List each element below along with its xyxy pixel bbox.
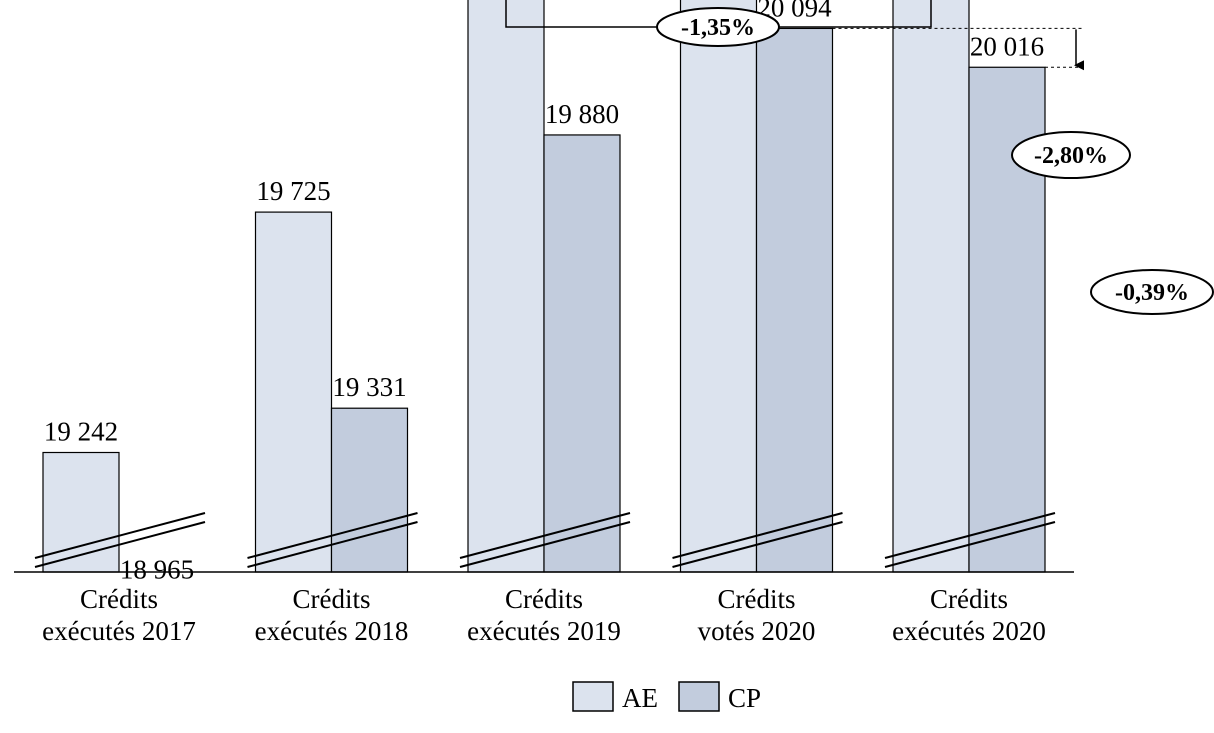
bar-cp-2	[330, 407, 409, 573]
bar-cp-3	[543, 134, 621, 573]
data-label-cp-2: 19 331	[332, 372, 406, 402]
data-label-ae-2: 19 725	[256, 176, 330, 206]
bar-ae-3	[467, 0, 545, 573]
annotation-label-2-ellipse	[1011, 131, 1131, 179]
axis-break-line	[672, 512, 843, 559]
annotation-label-2: -2,80%	[1034, 143, 1108, 169]
legend-swatch-cp	[678, 681, 720, 712]
data-label-cp-5: 20 016	[970, 31, 1044, 61]
legend-label-cp: CP	[728, 683, 761, 713]
category-label-5: Crédits exécutés 2020	[892, 584, 1046, 646]
data-label-cp-3: 19 880	[545, 99, 619, 129]
category-label-3: Crédits exécutés 2019	[467, 584, 621, 646]
legend-swatch-ae	[572, 681, 614, 712]
category-label-2: Crédits exécutés 2018	[255, 584, 409, 646]
axis-break-line	[459, 512, 631, 559]
axis-break-line	[247, 521, 418, 568]
bar-ae-4	[679, 0, 758, 573]
bar-ae-5	[892, 0, 970, 573]
axis-break-line	[884, 512, 1056, 559]
axis-break-line	[459, 521, 631, 568]
category-label-4: Crédits votés 2020	[698, 584, 816, 646]
axis-break-line	[34, 512, 206, 559]
bar-ae-2	[254, 211, 333, 573]
axis-break-line	[34, 521, 206, 568]
annotation-label-1: -1,35%	[681, 15, 755, 41]
data-label-cp-4: 20 094	[757, 0, 832, 22]
annotation-label-3-ellipse	[1090, 269, 1214, 315]
axis-break-line	[247, 512, 418, 559]
data-label-cp-1: 18 965	[120, 554, 194, 584]
data-label-ae-1: 19 242	[44, 417, 118, 447]
annotation-label-3: -0,39%	[1115, 280, 1189, 306]
legend-label-ae: AE	[622, 683, 658, 713]
axis-break-line	[884, 521, 1056, 568]
category-label-1: Crédits exécutés 2017	[42, 584, 196, 646]
axis-break-line	[672, 521, 843, 568]
annotation-label-1-ellipse	[656, 7, 780, 47]
bar-cp-4	[755, 27, 834, 573]
